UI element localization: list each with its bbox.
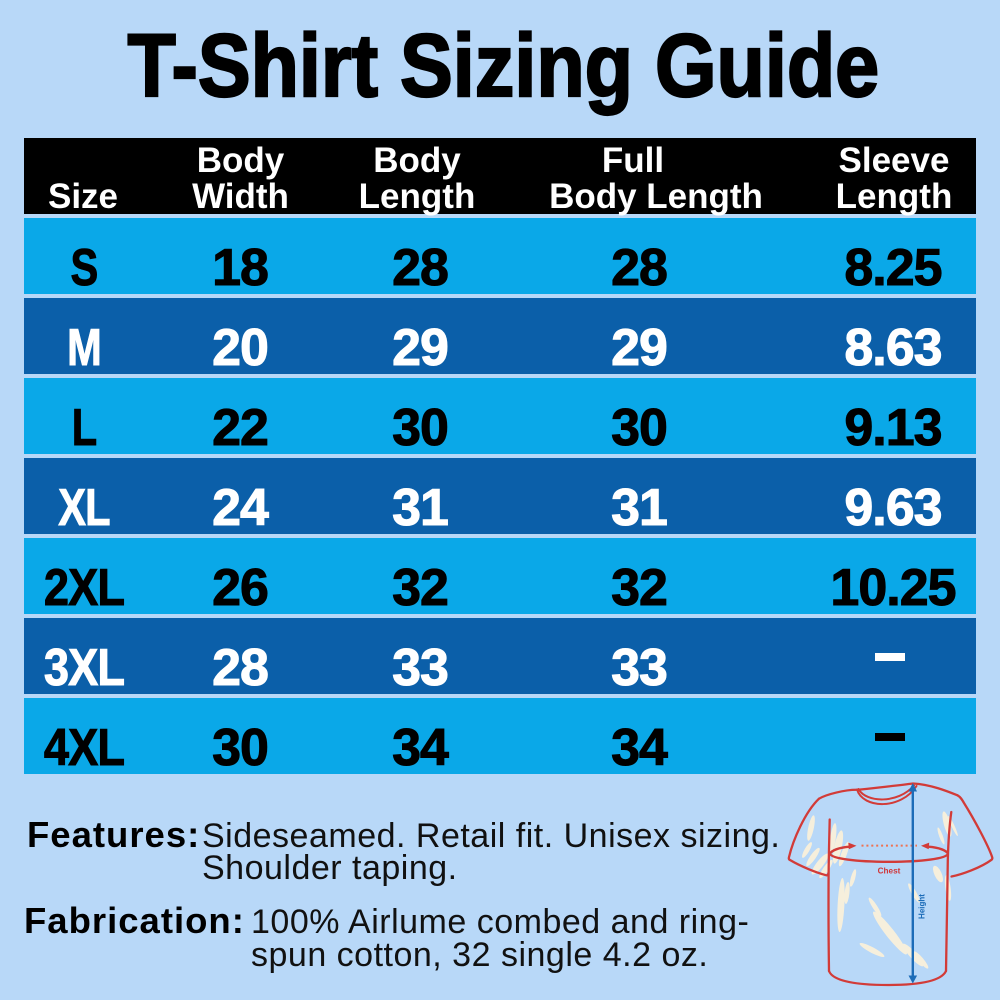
svg-text:Chest: Chest bbox=[878, 866, 901, 875]
svg-text:Height: Height bbox=[918, 894, 927, 919]
